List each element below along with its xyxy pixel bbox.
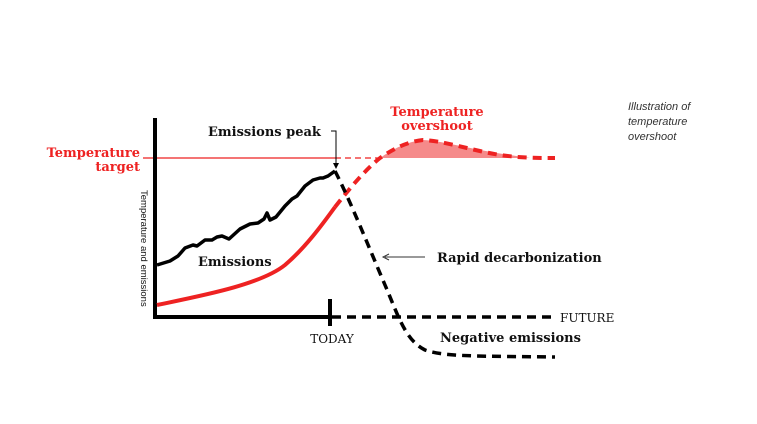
caption-line-3: overshoot: [628, 131, 677, 143]
rapid-decarbonization-label: Rapid decarbonization: [437, 251, 602, 266]
emissions-peak-label: Emissions peak: [208, 125, 322, 140]
temperature-target-label-2: target: [95, 160, 140, 175]
temperature-curve-future: [333, 137, 556, 209]
temperature-target-label-1: Temperature: [47, 146, 140, 161]
caption-line-2: temperature: [628, 116, 687, 128]
temperature-overshoot-label-2: overshoot: [401, 119, 472, 134]
emissions-peak-arrowhead: [333, 163, 339, 169]
negative-emissions-label: Negative emissions: [440, 331, 581, 346]
today-label: TODAY: [310, 332, 355, 346]
temperature-curve-past: [156, 205, 337, 307]
future-label: FUTURE: [560, 311, 614, 325]
y-axis-label: Temperature and emissions: [138, 190, 149, 307]
emissions-curve-past: [156, 169, 337, 267]
rapid-decarbonization-arrowhead: [381, 253, 390, 261]
temperature-overshoot-label-1: Temperature: [390, 105, 483, 120]
emissions-curve-future: [333, 170, 556, 359]
emissions-label: Emissions: [198, 255, 272, 270]
emissions-peak-connector: [331, 130, 337, 166]
caption-line-1: Illustration of: [628, 101, 691, 113]
